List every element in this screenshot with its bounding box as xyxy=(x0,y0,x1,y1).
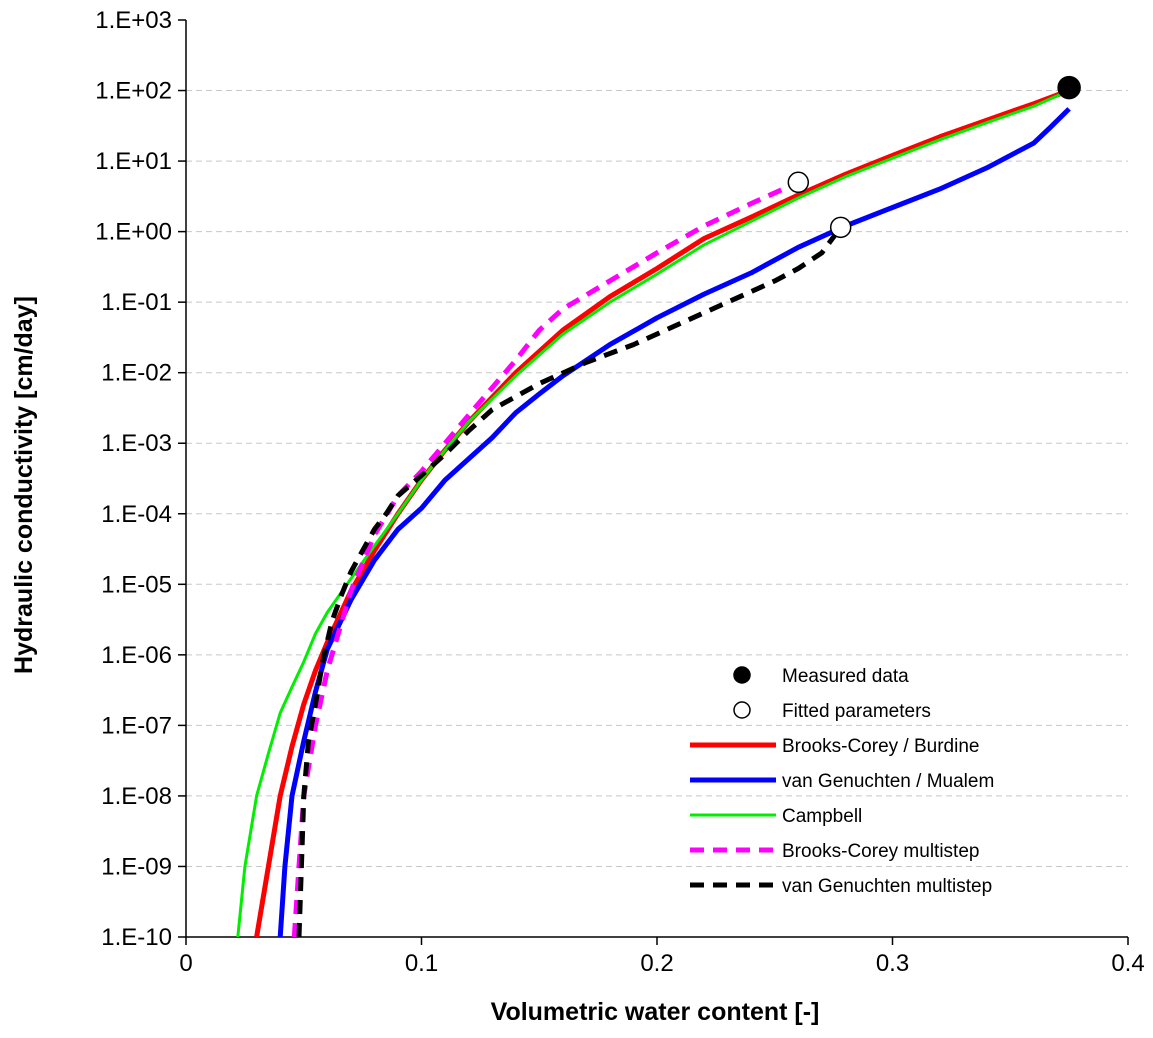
legend-label-fitted-parameters: Fitted parameters xyxy=(782,701,931,722)
legend-marker-fitted-parameters xyxy=(733,701,751,719)
legend-label-van-genuchten-mualem: van Genuchten / Mualem xyxy=(782,771,994,792)
y-tick-label: 1.E+03 xyxy=(95,7,172,34)
x-tick-label: 0 xyxy=(179,950,192,977)
y-tick-label: 1.E-03 xyxy=(101,430,172,457)
grid-lines xyxy=(186,90,1128,867)
series-line-brooks-corey-multistep xyxy=(291,180,800,937)
fitted-parameter-point xyxy=(829,216,852,239)
y-tick-label: 1.E+01 xyxy=(95,148,172,175)
y-tick-label: 1.E-07 xyxy=(101,712,172,739)
x-tick-label: 0.4 xyxy=(1111,950,1144,977)
legend-label-campbell: Campbell xyxy=(782,806,862,827)
measured-data-point xyxy=(1057,75,1081,100)
legend-label-brooks-corey-burdine: Brooks-Corey / Burdine xyxy=(782,736,979,757)
series-line-van-genuchten-multistep xyxy=(296,225,843,937)
y-tick-label: 1.E-06 xyxy=(101,642,172,669)
y-tick-label: 1.E-05 xyxy=(101,571,172,598)
y-tick-label: 1.E-02 xyxy=(101,360,172,387)
legend-marker-measured-data xyxy=(733,666,751,684)
data-series xyxy=(236,75,1081,937)
y-axis-title: Hydraulic conductivity [cm/day] xyxy=(10,296,38,674)
y-tick-label: 1.E+00 xyxy=(95,219,172,246)
axes: 1.E-10 1.E-09 1.E-08 1.E-07 1.E-06 1.E-05 1.E-… xyxy=(95,7,1144,977)
legend-label-brooks-corey-multistep: Brooks-Corey multistep xyxy=(782,841,979,862)
y-tick-label: 1.E-09 xyxy=(101,853,172,880)
x-tick-label: 0.3 xyxy=(876,950,909,977)
series-line-van-genuchten-mualem xyxy=(277,107,1071,937)
x-axis-title: Volumetric water content [-] xyxy=(491,998,820,1026)
y-tick-label: 1.E-08 xyxy=(101,783,172,810)
series-line-campbell xyxy=(236,89,1070,937)
x-tick-label: 0.1 xyxy=(405,950,438,977)
legend-label-measured-data: Measured data xyxy=(782,666,909,687)
legend-label-van-genuchten-multistep: van Genuchten multistep xyxy=(782,876,992,897)
x-tick-label: 0.2 xyxy=(640,950,673,977)
y-tick-label: 1.E+02 xyxy=(95,78,172,105)
legend: Measured data Fitted parameters Brooks-Cor… xyxy=(690,666,994,897)
y-tick-label: 1.E-04 xyxy=(101,501,172,528)
y-tick-label: 1.E-10 xyxy=(101,924,172,951)
y-tick-label: 1.E-01 xyxy=(101,289,172,316)
fitted-parameter-point xyxy=(787,171,810,194)
